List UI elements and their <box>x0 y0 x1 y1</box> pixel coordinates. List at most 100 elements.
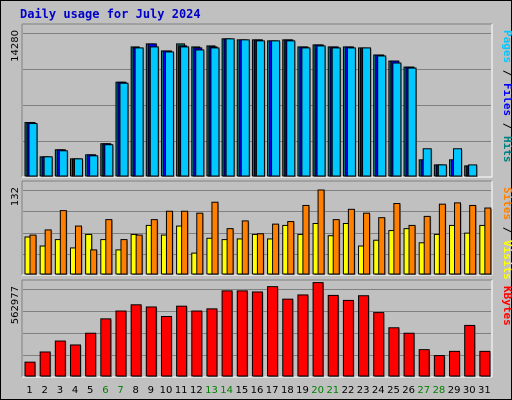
panel-top-ymax-label: 14280 <box>10 30 21 62</box>
x-tick-label: 31 <box>478 385 491 396</box>
bar-sites <box>211 201 219 275</box>
bar-kbytes <box>54 340 66 377</box>
x-tick-label: 21 <box>326 385 339 396</box>
bar-sites <box>484 207 492 275</box>
bar-pages <box>346 47 356 177</box>
legend-entry: / <box>501 220 512 240</box>
x-tick-label: 30 <box>463 385 476 396</box>
x-tick-label: 9 <box>148 385 154 396</box>
legend-entry: KBytes <box>501 286 512 326</box>
legend-entry: / <box>501 63 512 83</box>
bar-sites <box>44 229 52 275</box>
bar-pages <box>301 47 311 177</box>
bar-pages <box>134 47 144 177</box>
bar-kbytes <box>342 299 354 377</box>
bar-sites <box>423 215 431 275</box>
legend-entry: Visits <box>501 240 512 280</box>
bar-sites <box>454 202 462 275</box>
x-tick-label: 18 <box>281 385 294 396</box>
bar-kbytes <box>130 304 142 377</box>
bar-sites <box>393 203 401 275</box>
x-tick-label: 11 <box>175 385 188 396</box>
bar-kbytes <box>221 290 233 377</box>
x-tick-label: 16 <box>251 385 264 396</box>
chart-title: Daily usage for July 2024 <box>20 7 201 21</box>
x-tick-label: 15 <box>235 385 248 396</box>
bar-kbytes <box>312 282 324 377</box>
bar-sites <box>363 212 371 275</box>
x-tick-label: 26 <box>402 385 415 396</box>
x-tick-label: 10 <box>160 385 173 396</box>
bar-sites <box>135 234 143 275</box>
bar-kbytes <box>297 294 309 377</box>
bar-sites <box>226 228 234 275</box>
bar-pages <box>407 67 417 177</box>
bar-kbytes <box>69 344 81 377</box>
panel-middle-legend: Sites / Visits <box>501 187 512 280</box>
bar-kbytes <box>160 316 172 377</box>
bar-sites <box>181 210 189 275</box>
bar-kbytes <box>24 361 36 377</box>
bar-sites <box>287 221 295 275</box>
bar-pages <box>331 47 341 177</box>
bar-kbytes <box>358 295 370 377</box>
panel-bottom-ymax-label: 562977 <box>10 286 21 324</box>
legend-entry: Pages <box>501 30 512 63</box>
panel-middle-ymax-label: 132 <box>10 187 21 206</box>
bar-pages <box>119 82 129 177</box>
bar-pages <box>180 46 190 177</box>
bar-sites <box>378 217 386 275</box>
bar-kbytes <box>388 327 400 377</box>
panel-bottom-legend: KBytes <box>501 286 512 326</box>
x-tick-label: 6 <box>102 385 108 396</box>
x-tick-label: 8 <box>133 385 139 396</box>
bar-pages <box>58 150 68 177</box>
x-tick-label: 12 <box>190 385 203 396</box>
bar-pages <box>89 155 99 177</box>
bar-kbytes <box>479 350 491 377</box>
bar-sites <box>332 219 340 275</box>
bar-sites <box>469 204 477 275</box>
x-tick-label: 28 <box>433 385 446 396</box>
bar-sites <box>317 189 325 275</box>
bar-kbytes <box>464 324 476 377</box>
x-tick-label: 22 <box>342 385 355 396</box>
bar-pages <box>240 39 250 177</box>
legend-entry: Files <box>501 83 512 116</box>
bar-sites <box>256 233 264 275</box>
bar-sites <box>90 249 98 275</box>
bar-kbytes <box>191 310 203 377</box>
x-tick-label: 1 <box>26 385 32 396</box>
bar-pages <box>468 164 478 177</box>
x-tick-label: 3 <box>57 385 63 396</box>
legend-entry: / <box>501 116 512 136</box>
bar-sites <box>150 219 158 275</box>
bar-kbytes <box>85 332 97 377</box>
bar-pages <box>104 144 114 177</box>
x-tick-label: 20 <box>311 385 324 396</box>
bar-kbytes <box>145 306 157 377</box>
x-tick-label: 13 <box>205 385 218 396</box>
bar-pages <box>422 148 432 177</box>
bar-sites <box>120 239 128 275</box>
bar-sites <box>196 212 204 275</box>
x-tick-label: 2 <box>42 385 48 396</box>
x-tick-label: 7 <box>117 385 123 396</box>
bar-pages <box>149 46 159 177</box>
bar-sites <box>105 219 113 275</box>
bar-kbytes <box>176 305 188 377</box>
bar-pages <box>28 123 38 177</box>
bar-sites <box>59 210 67 275</box>
bar-pages <box>43 156 53 177</box>
bar-pages <box>225 38 235 177</box>
x-tick-label: 29 <box>448 385 461 396</box>
bar-kbytes <box>206 308 218 377</box>
bar-pages <box>286 40 296 177</box>
x-tick-label: 23 <box>357 385 370 396</box>
bar-sites <box>438 203 446 275</box>
bar-kbytes <box>267 286 279 377</box>
bar-pages <box>437 164 447 177</box>
x-tick-label: 25 <box>387 385 400 396</box>
bar-pages <box>362 47 372 177</box>
